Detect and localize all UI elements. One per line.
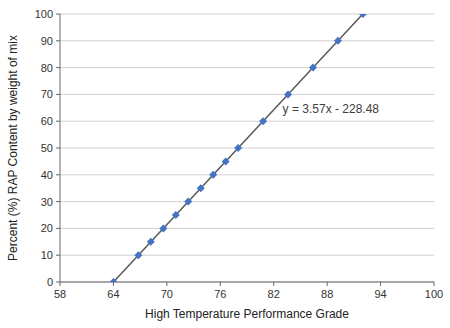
y-tick-label: 100 [35, 8, 53, 20]
y-tick [56, 255, 60, 256]
point [334, 37, 342, 45]
point [359, 14, 367, 18]
grid-line [60, 228, 434, 229]
point [159, 224, 167, 232]
x-tick [434, 282, 435, 286]
point [259, 117, 267, 125]
point [109, 278, 117, 282]
annotation: y = 3.57x - 228.48 [283, 102, 380, 116]
grid-line [60, 40, 434, 41]
y-tick [56, 14, 60, 15]
y-tick-label: 50 [41, 142, 53, 154]
x-tick [273, 282, 274, 286]
chart: 58 64 70 76 82 88 94 100 0 10 20 30 40 50 60 70 80 90 100 H… [0, 0, 450, 328]
point [309, 64, 317, 72]
y-axis-label: Percent (%) RAP Content by weight of mix [6, 35, 20, 261]
grid-line [60, 201, 434, 202]
y-tick-label: 0 [47, 276, 53, 288]
x-tick-label: 76 [214, 288, 226, 300]
x-tick [60, 282, 61, 286]
x-tick-label: 70 [161, 288, 173, 300]
point [234, 144, 242, 152]
x-tick-label: 58 [54, 288, 66, 300]
point [222, 157, 230, 165]
y-tick [56, 228, 60, 229]
grid-line [60, 14, 434, 15]
x-tick [327, 282, 328, 286]
y-tick [56, 67, 60, 68]
y-tick [56, 148, 60, 149]
grid-line [60, 174, 434, 175]
x-tick-label: 94 [374, 288, 386, 300]
point [197, 184, 205, 192]
point [184, 198, 192, 206]
x-tick [113, 282, 114, 286]
x-tick [166, 282, 167, 286]
plot-area [109, 14, 366, 282]
grid-line [60, 148, 434, 149]
y-tick-label: 20 [41, 222, 53, 234]
grid-line [60, 94, 434, 95]
y-tick [56, 201, 60, 202]
y-tick-label: 60 [41, 115, 53, 127]
point [134, 251, 142, 259]
point [147, 238, 155, 246]
x-tick-label: 64 [107, 288, 119, 300]
point [209, 171, 217, 179]
grid-line [60, 121, 434, 122]
grid [60, 14, 434, 282]
y-tick-label: 30 [41, 196, 53, 208]
y-tick-label: 80 [41, 62, 53, 74]
y-tick-label: 90 [41, 35, 53, 47]
x-tick-label: 88 [321, 288, 333, 300]
y-tick [56, 40, 60, 41]
trend-line [113, 14, 362, 282]
y-tick-label: 40 [41, 169, 53, 181]
y-tick-label: 70 [41, 88, 53, 100]
x-tick-label: 100 [425, 288, 443, 300]
y-tick [56, 282, 60, 283]
axes: 58 64 70 76 82 88 94 100 0 10 20 30 40 50 60 70 80 90 100 [35, 8, 444, 300]
y-tick [56, 174, 60, 175]
grid-line [60, 67, 434, 68]
point [284, 90, 292, 98]
x-tick-label: 82 [268, 288, 280, 300]
x-tick [220, 282, 221, 286]
point [172, 211, 180, 219]
y-tick [56, 94, 60, 95]
y-tick [56, 121, 60, 122]
x-tick [380, 282, 381, 286]
y-tick-label: 10 [41, 249, 53, 261]
x-axis-label: High Temperature Performance Grade [145, 307, 349, 321]
grid-line [60, 255, 434, 256]
